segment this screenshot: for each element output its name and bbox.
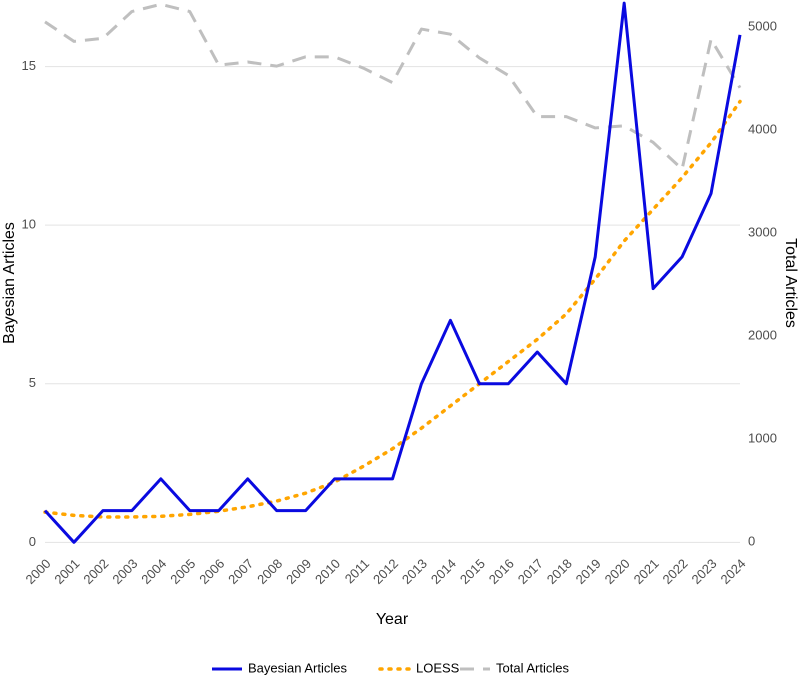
x-tick-label: 2014 bbox=[428, 556, 459, 587]
x-tick-label: 2003 bbox=[109, 556, 140, 587]
legend: Bayesian Articles LOESS Total Articles bbox=[212, 660, 569, 675]
y2-tick-label: 1000 bbox=[748, 430, 777, 445]
x-tick-label: 2010 bbox=[312, 556, 343, 587]
y2-tick-label: 0 bbox=[748, 533, 755, 548]
x-tick-label: 2004 bbox=[138, 556, 169, 587]
x-tick-label: 2001 bbox=[51, 556, 82, 587]
legend-label: LOESS bbox=[416, 660, 460, 675]
x-tick-label: 2018 bbox=[544, 556, 575, 587]
x-tick-label: 2012 bbox=[370, 556, 401, 587]
line-series bbox=[43, 99, 742, 519]
x-tick-label: 2009 bbox=[283, 556, 314, 587]
x-tick-label: 2002 bbox=[80, 556, 111, 587]
line-series bbox=[43, 1, 742, 544]
legend-label: Bayesian Articles bbox=[248, 660, 347, 675]
x-tick-label: 2008 bbox=[254, 556, 285, 587]
x-tick-label: 2023 bbox=[689, 556, 720, 587]
x-tick-label: 2013 bbox=[399, 556, 430, 587]
y-tick-label: 0 bbox=[29, 534, 36, 549]
y-axis-title: Bayesian Articles bbox=[1, 222, 18, 344]
x-tick-label: 2016 bbox=[486, 556, 517, 587]
x-tick-label: 2021 bbox=[631, 556, 662, 587]
x-tick-label: 2017 bbox=[515, 556, 546, 587]
x-tick-label: 2005 bbox=[167, 556, 198, 587]
y-tick-label: 15 bbox=[22, 58, 36, 73]
x-tick-label: 2024 bbox=[717, 556, 748, 587]
x-tick-label: 2022 bbox=[660, 556, 691, 587]
y2-tick-label: 5000 bbox=[748, 18, 777, 33]
x-tick-label: 2019 bbox=[573, 556, 604, 587]
y-tick-label: 5 bbox=[29, 375, 36, 390]
x-axis-title: Year bbox=[376, 611, 409, 628]
x-tick-label: 2020 bbox=[602, 556, 633, 587]
y2-axis-title: Total Articles bbox=[782, 238, 799, 328]
y2-tick-label: 3000 bbox=[748, 224, 777, 239]
x-tick-label: 2006 bbox=[196, 556, 227, 587]
x-tick-label: 2000 bbox=[22, 556, 53, 587]
y-tick-label: 10 bbox=[22, 217, 36, 232]
y2-tick-label: 4000 bbox=[748, 121, 777, 136]
x-tick-label: 2015 bbox=[457, 556, 488, 587]
legend-label: Total Articles bbox=[496, 660, 569, 675]
line-series bbox=[44, 2, 742, 171]
x-tick-label: 2011 bbox=[342, 556, 372, 586]
x-tick-label: 2007 bbox=[225, 556, 256, 587]
y2-tick-label: 2000 bbox=[748, 327, 777, 342]
